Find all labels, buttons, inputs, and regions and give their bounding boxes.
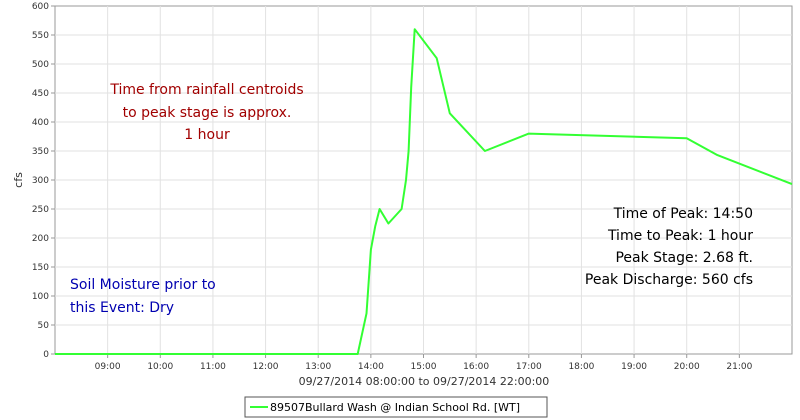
x-tick-label: 21:00	[726, 362, 752, 372]
x-axis-title: 09/27/2014 08:00:00 to 09/27/2014 22:00:…	[299, 375, 550, 388]
peak-annotation-line: Peak Discharge: 560 cfs	[585, 272, 753, 288]
y-tick-label: 500	[32, 60, 49, 70]
x-tick-label: 16:00	[463, 362, 489, 372]
y-axis-ticks: 0 50 100 150 200 250 300 350 400 450 500 550 600	[32, 2, 55, 360]
y-axis-title: cfs	[12, 172, 25, 188]
x-tick-label: 11:00	[200, 362, 226, 372]
soil-annotation-line: Soil Moisture prior to	[70, 277, 216, 293]
y-tick-label: 550	[32, 31, 49, 41]
legend-label: 89507Bullard Wash @ Indian School Rd. [W…	[270, 401, 520, 414]
x-tick-label: 17:00	[516, 362, 542, 372]
x-tick-label: 19:00	[621, 362, 647, 372]
x-tick-label: 18:00	[568, 362, 594, 372]
x-tick-label: 14:00	[358, 362, 384, 372]
y-tick-label: 100	[32, 292, 49, 302]
x-tick-label: 15:00	[411, 362, 437, 372]
discharge-series-line	[55, 28, 793, 355]
y-tick-label: 450	[32, 89, 49, 99]
y-tick-label: 50	[38, 321, 50, 331]
x-tick-label: 09:00	[95, 362, 121, 372]
x-tick-label: 13:00	[305, 362, 331, 372]
y-tick-label: 0	[43, 350, 49, 360]
y-tick-label: 350	[32, 147, 49, 157]
rainfall-annotation-line: 1 hour	[184, 127, 230, 143]
y-tick-label: 600	[32, 2, 49, 12]
series-layer	[55, 28, 793, 355]
x-axis-ticks: 09:00 10:00 11:00 12:00 13:00 14:00 15:00 16:00…	[95, 354, 753, 372]
rainfall-annotation: Time from rainfall centroids to peak sta…	[109, 82, 303, 143]
peak-annotation-line: Peak Stage: 2.68 ft.	[615, 250, 753, 266]
rainfall-annotation-line: to peak stage is approx.	[123, 105, 292, 121]
peak-annotation-line: Time to Peak: 1 hour	[607, 228, 753, 244]
y-tick-label: 200	[32, 234, 49, 244]
y-tick-label: 400	[32, 118, 49, 128]
x-tick-label: 10:00	[147, 362, 173, 372]
rainfall-annotation-line: Time from rainfall centroids	[109, 82, 303, 98]
soil-annotation-line: this Event: Dry	[70, 300, 174, 316]
peak-annotation: Time of Peak: 14:50 Time to Peak: 1 hour…	[585, 206, 753, 288]
legend: 89507Bullard Wash @ Indian School Rd. [W…	[244, 396, 548, 418]
y-tick-label: 300	[32, 176, 49, 186]
soil-moisture-annotation: Soil Moisture prior to this Event: Dry	[70, 277, 216, 316]
y-tick-label: 150	[32, 263, 49, 273]
legend-box	[244, 396, 548, 418]
x-tick-label: 12:00	[253, 362, 279, 372]
peak-annotation-line: Time of Peak: 14:50	[613, 206, 753, 222]
x-gridlines	[107, 6, 740, 354]
x-tick-label: 20:00	[674, 362, 700, 372]
y-tick-label: 250	[32, 205, 49, 215]
